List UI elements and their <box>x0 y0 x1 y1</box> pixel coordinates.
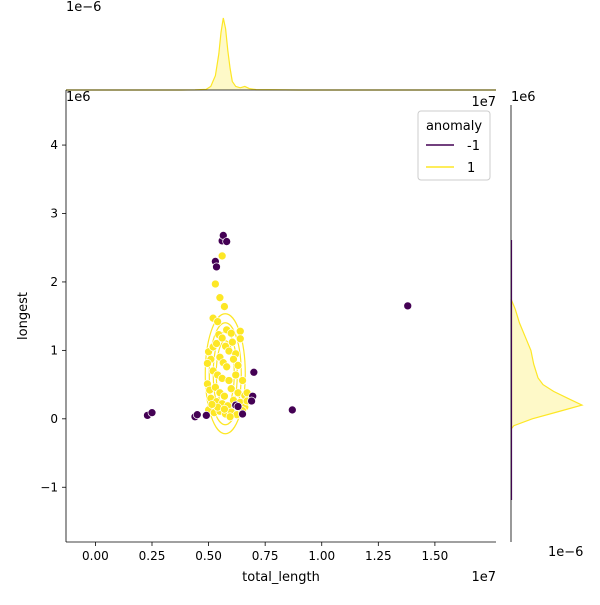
scatter-point-normal <box>233 361 243 370</box>
y-offset-label: 1e6 <box>66 90 91 105</box>
kde-contour <box>208 322 242 426</box>
scatter-point-anomaly <box>403 301 413 311</box>
scatter-point-anomaly <box>201 411 211 420</box>
scatter-point-normal <box>217 251 227 261</box>
scatter-points <box>143 231 413 422</box>
top-marginal-density-line <box>66 17 496 91</box>
scatter-point-normal <box>224 376 234 385</box>
legend: anomaly -1 1 <box>417 110 491 181</box>
scatter-point-normal <box>211 279 220 289</box>
scatter-point-anomaly <box>249 367 259 377</box>
legend-label-anomaly-neg1: -1 <box>467 139 480 154</box>
scatter-point-anomaly <box>222 237 232 246</box>
scatter-point-anomaly <box>212 262 221 272</box>
y-tick-label: 2 <box>50 275 58 289</box>
y-tick-label: −1 <box>40 480 58 494</box>
scatter-point-anomaly <box>247 396 256 406</box>
y-tick-label: 4 <box>50 138 58 152</box>
scatter-point-normal <box>235 334 245 344</box>
scatter-point-normal <box>217 333 227 343</box>
scatter-point-normal <box>220 391 229 401</box>
x-tick-label: 1.00 <box>308 549 335 563</box>
scatter-point-normal <box>203 359 212 368</box>
right-marginal-density-line <box>510 298 584 430</box>
scatter-point-normal <box>227 337 237 347</box>
scatter-point-anomaly <box>147 408 157 418</box>
x-tick-label: 0.25 <box>139 549 166 563</box>
scatter-point-normal <box>231 370 241 380</box>
x-tick-label: 1.50 <box>422 549 449 563</box>
x-tick-label: 0.75 <box>252 549 279 563</box>
x-tick-label: 0.50 <box>195 549 222 563</box>
scatter-point-normal <box>207 400 217 409</box>
top-marginal-density-fill <box>66 18 496 90</box>
kde-contour <box>204 313 246 435</box>
scatter-point-normal <box>220 302 229 311</box>
x-axis-ticks: 0.00 0.25 0.50 0.75 1.00 1.25 1.50 <box>82 542 448 563</box>
scatter-point-anomaly <box>238 409 247 419</box>
scatter-point-normal <box>226 328 236 338</box>
x-offset-label-bottom: 1e7 <box>471 570 496 585</box>
x-tick-label: 1.25 <box>365 549 392 563</box>
scatter-point-normal <box>220 404 229 414</box>
x-axis-label: total_length <box>242 570 320 585</box>
y-tick-label: 1 <box>50 343 58 357</box>
x-offset-label: 1e7 <box>471 95 496 110</box>
y-tick-label: 0 <box>50 412 58 426</box>
scatter-point-normal <box>225 412 235 422</box>
scatter-point-normal <box>238 376 247 385</box>
right-marginal-density-fill <box>511 299 582 430</box>
main-plot: 0.00 0.25 0.50 0.75 1.00 1.25 1.50 −1 0 1 2 3 4 tot… <box>16 90 496 585</box>
scatter-point-normal <box>213 317 222 326</box>
scatter-point-normal <box>235 326 245 336</box>
scatter-point-anomaly <box>233 402 243 411</box>
scatter-point-anomaly <box>192 410 202 420</box>
scatter-point-anomaly <box>287 405 297 415</box>
legend-label-anomaly-1: 1 <box>467 161 475 176</box>
y-axis-ticks: −1 0 1 2 3 4 <box>40 138 66 494</box>
right-marginal-bottom-offset-label: 1e−6 <box>548 545 583 560</box>
y-tick-label: 3 <box>50 207 58 221</box>
top-marginal-plot: 1e−6 <box>66 0 496 91</box>
scatter-point-normal <box>229 354 238 364</box>
scatter-point-normal <box>212 339 221 348</box>
scatter-point-normal <box>226 384 236 394</box>
x-tick-label: 0.00 <box>82 549 109 563</box>
legend-title: anomaly <box>426 119 482 134</box>
top-marginal-offset-label: 1e−6 <box>66 0 101 15</box>
right-marginal-plot: 1e6 1e−6 <box>510 90 584 560</box>
scatter-point-normal <box>222 362 232 372</box>
right-marginal-top-offset-label: 1e6 <box>511 90 536 105</box>
y-axis-label: longest <box>16 292 31 340</box>
scatter-point-normal <box>215 293 225 303</box>
